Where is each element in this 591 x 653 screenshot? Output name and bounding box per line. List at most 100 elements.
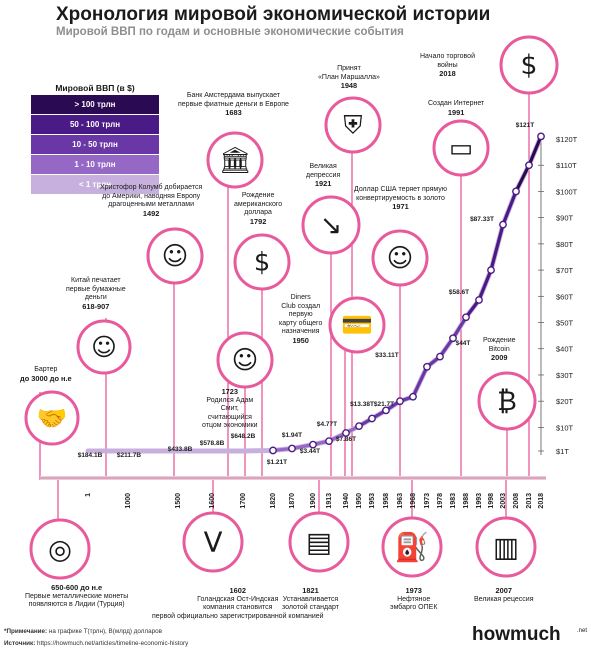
event-text: Китай печатает первые бумажные деньги: [66, 277, 126, 302]
oil-barrels-icon: ⛽: [381, 516, 443, 578]
event-label: 1821 Устанавливается золотой стандарт: [282, 586, 339, 613]
icon-ring: [324, 96, 382, 154]
event-year: 618-907: [82, 301, 110, 311]
source-label: Источник:: [4, 640, 36, 647]
event-text: Устанавливается золотой стандарт: [282, 595, 339, 612]
gdp-curve-segment: [501, 189, 518, 227]
voc-logo-icon: V: [182, 511, 244, 573]
icon-ring: [432, 119, 490, 177]
x-tick-label: 1900: [310, 493, 317, 509]
footnote-label: *Примечание:: [4, 628, 48, 635]
credit-card-icon: 💳: [328, 296, 386, 354]
gdp-data-point: [396, 397, 404, 406]
y-tick-label: $120T: [556, 135, 578, 144]
gdp-value-label: $58.6T: [449, 289, 469, 296]
chinese-man-icon: ☺: [76, 319, 132, 375]
event-label: 1602 Голандская Ост-Индская компания стан…: [152, 586, 324, 621]
x-tick-label: 1983: [450, 493, 457, 509]
footnote-text: на графике Т(трлн), B(млрд) долларов: [48, 628, 162, 635]
marshall-plan-shield-icon: ⛨: [324, 96, 382, 154]
icon-ring: [24, 390, 80, 446]
gdp-data-point: [462, 313, 470, 322]
gdp-value-label: $33.11T: [375, 352, 399, 359]
gdp-curve-segment: [489, 223, 505, 272]
x-tick-label: 1998: [488, 493, 495, 509]
event-year: 1683: [225, 108, 242, 118]
event-year: 2007: [495, 586, 512, 595]
falling-market-icon: ↘: [301, 195, 361, 255]
event-text: Великая рецессия: [474, 595, 534, 603]
icon-ring: [288, 511, 350, 573]
gdp-value-label: $21.7T: [374, 401, 394, 408]
icon-glyph: 💳: [341, 311, 373, 341]
x-tick-label: 1953: [369, 493, 376, 509]
icon-ring: [371, 229, 429, 287]
trade-war-icon: $: [499, 35, 559, 95]
source-url[interactable]: https://howmuch.net/articles/timeline-ec…: [37, 640, 189, 647]
y-tick-label: $110T: [556, 161, 577, 170]
icon-ring: [499, 35, 559, 95]
gdp-value-label: $7.86T: [336, 436, 356, 443]
icon-ring: [475, 516, 537, 578]
icon-glyph: ↘: [320, 210, 342, 241]
gdp-data-point: [342, 429, 350, 437]
gdp-data-point: [525, 161, 533, 170]
event-year: 2009: [491, 353, 508, 363]
gdp-curve-segment: [514, 163, 531, 194]
adam-smith-portrait-icon: ☺: [216, 331, 274, 389]
x-tick-label: 1950: [356, 493, 363, 509]
gdp-value-label: $1.21T: [267, 459, 287, 466]
event-label: Начало торговой войны 2018: [420, 53, 475, 79]
icon-ring: [477, 371, 537, 431]
icon-ring: [76, 319, 132, 375]
x-tick-label: 1968: [410, 493, 417, 509]
event-text: Банк Амстердама выпускает первые фиатные…: [178, 92, 289, 108]
legend-item: 50 - 100 трлн: [31, 115, 159, 134]
gdp-data-point: [449, 334, 457, 343]
gdp-data-point: [382, 406, 390, 415]
y-tick-label: $90T: [556, 214, 574, 223]
legend-item: 1 - 10 трлн: [31, 155, 159, 174]
gdp-data-point: [423, 362, 431, 371]
icon-glyph: V: [204, 526, 223, 558]
icon-glyph: ⛽: [395, 531, 429, 563]
icon-glyph: 🏛: [219, 146, 252, 176]
x-tick-label: 1870: [289, 493, 296, 509]
y-tick-label: $80T: [556, 240, 574, 249]
legend-item: < 1 трлн: [31, 175, 159, 194]
gdp-curve-segment: [411, 365, 429, 399]
nixon-portrait-icon: ☺: [371, 229, 429, 287]
gdp-data-point: [487, 266, 495, 274]
gdp-value-label: $13.38T: [350, 401, 374, 408]
gdp-data-point: [436, 352, 444, 361]
x-tick-label: 2003: [500, 493, 507, 509]
gdp-curve-segment: [451, 315, 468, 340]
y-tick-label: $100T: [556, 187, 578, 196]
icon-ring: [233, 233, 291, 291]
gdp-value-label: $44T: [456, 340, 471, 347]
event-text: Бартер: [34, 366, 58, 373]
x-tick-label: 1978: [437, 493, 444, 509]
icon-ring: [381, 516, 443, 578]
icon-glyph: $: [254, 248, 270, 278]
page-title: Хронология мировой экономической истории: [56, 4, 491, 25]
bank-building-icon: 🏛: [206, 131, 264, 189]
x-tick-label: 1973: [424, 493, 431, 509]
icon-ring: [29, 518, 91, 580]
gdp-data-point: [409, 392, 417, 401]
event-text: Голандская Ост-Индская компания становит…: [152, 595, 324, 620]
gdp-value-label: $433.8B: [168, 446, 193, 453]
icon-glyph: ☺: [387, 244, 414, 274]
gdp-value-label: $121T: [516, 122, 534, 129]
event-year: 1971: [392, 202, 409, 212]
x-tick-label: 1963: [397, 493, 404, 509]
event-year: до 3000 до н.е: [20, 373, 72, 383]
event-text: Создан Интернет: [428, 100, 485, 107]
event-label: Создан Интернет 1991: [428, 100, 484, 117]
event-label: Бартер до 3000 до н.е: [20, 366, 72, 383]
icon-ring: [206, 131, 264, 189]
footnote: *Примечание: на графике Т(трлн), B(млрд)…: [4, 628, 162, 635]
event-text: Diners Club создал первую карту общего н…: [279, 294, 323, 336]
gdp-value-label: $578.8B: [200, 440, 225, 447]
